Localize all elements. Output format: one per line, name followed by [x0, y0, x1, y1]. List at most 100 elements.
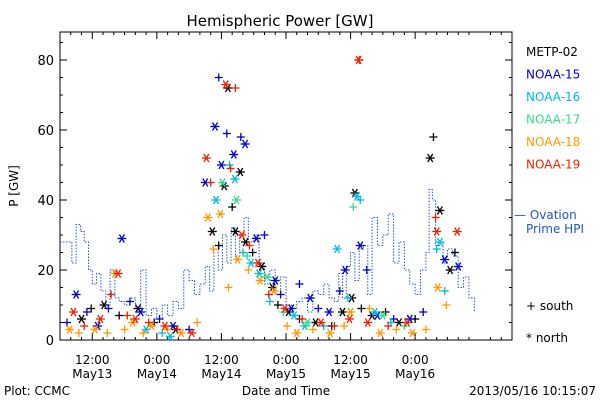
legend-south-marker: + south	[526, 299, 573, 313]
legend-entry: METP-02	[526, 45, 578, 59]
point-north	[176, 328, 186, 338]
point-south	[273, 301, 282, 309]
point-south	[144, 318, 153, 327]
footer-timestamp: 2013/05/16 10:15:07	[469, 384, 596, 398]
x-tick-label-date: May14	[137, 367, 177, 381]
point-south	[260, 231, 269, 239]
y-tick-label: 0	[46, 334, 54, 349]
point-north	[165, 332, 175, 341]
legend-entry: NOAA-17	[526, 113, 580, 127]
point-south	[244, 266, 253, 274]
point-south	[80, 322, 89, 330]
hpi-step-line	[60, 189, 475, 320]
point-north	[230, 227, 240, 236]
point-north	[432, 227, 442, 236]
point-north	[99, 300, 109, 310]
point-south	[238, 248, 247, 257]
point-south	[440, 287, 449, 295]
point-south	[82, 308, 91, 316]
point-north	[257, 262, 267, 271]
point-north	[440, 255, 450, 264]
point-south	[298, 315, 307, 323]
point-south	[419, 308, 428, 316]
point-north	[289, 311, 299, 320]
point-north	[216, 160, 226, 170]
point-south	[343, 294, 352, 302]
point-north	[201, 153, 211, 163]
point-north	[207, 227, 217, 236]
point-south	[214, 241, 223, 250]
point-south	[225, 161, 234, 169]
point-south	[349, 203, 358, 211]
point-north	[77, 314, 87, 324]
point-north	[237, 230, 247, 240]
point-north	[269, 286, 279, 296]
point-south	[450, 248, 459, 257]
point-south	[74, 329, 83, 337]
point-south	[158, 329, 167, 337]
point-south	[243, 252, 252, 260]
point-south	[365, 304, 374, 313]
point-north	[255, 276, 265, 285]
point-south	[357, 304, 366, 313]
point-north	[453, 262, 463, 271]
point-north	[68, 307, 78, 317]
point-south	[432, 245, 441, 253]
x-tick-label-time: 0:00	[143, 353, 170, 367]
point-north	[452, 227, 462, 236]
point-north	[230, 174, 240, 184]
x-tick-label-date: May15	[331, 367, 371, 381]
point-north	[233, 255, 243, 264]
point-south	[362, 266, 371, 274]
point-south	[222, 129, 231, 138]
point-north	[160, 321, 170, 331]
point-north	[340, 265, 350, 275]
point-south	[248, 248, 257, 257]
point-north	[270, 276, 280, 285]
point-north	[325, 328, 335, 338]
point-north	[435, 206, 445, 215]
point-north	[253, 258, 263, 268]
point-south	[226, 164, 235, 173]
x-axis-label: Date and Time	[242, 384, 330, 398]
x-axis-ticks: 12:00May130:00May1412:00May140:00May1512…	[70, 32, 502, 381]
point-south	[245, 241, 254, 250]
x-tick-label-time: 0:00	[402, 353, 429, 367]
point-south	[231, 84, 240, 92]
point-south	[236, 133, 245, 141]
point-north	[240, 139, 250, 149]
point-north	[229, 150, 239, 159]
point-north	[292, 328, 302, 338]
point-south	[206, 178, 215, 187]
x-tick-label-time: 12:00	[333, 353, 368, 367]
y-axis-label: P [GW]	[7, 165, 21, 207]
point-north	[168, 321, 178, 331]
point-north	[316, 318, 326, 327]
legend-entry: NOAA-15	[526, 68, 580, 82]
point-south	[442, 301, 451, 309]
ovation-hpi-lines	[60, 189, 475, 320]
point-north	[210, 122, 220, 131]
point-north	[305, 293, 315, 303]
point-south	[214, 73, 223, 82]
point-south	[335, 287, 344, 295]
point-south	[62, 318, 71, 327]
point-south	[209, 245, 218, 253]
point-north	[303, 318, 313, 327]
point-north	[215, 209, 225, 219]
legend-hpi-line1: — Ovation	[514, 208, 577, 222]
point-north	[338, 307, 347, 317]
point-south	[224, 283, 233, 292]
point-north	[130, 314, 140, 324]
point-north	[375, 328, 385, 338]
point-north	[280, 304, 290, 313]
y-tick-label: 60	[37, 124, 54, 139]
point-south	[115, 311, 124, 320]
point-south	[104, 304, 113, 313]
point-south	[283, 322, 292, 330]
point-south	[431, 213, 440, 222]
point-south	[392, 325, 401, 334]
point-north	[445, 265, 455, 275]
point-north	[187, 328, 197, 338]
